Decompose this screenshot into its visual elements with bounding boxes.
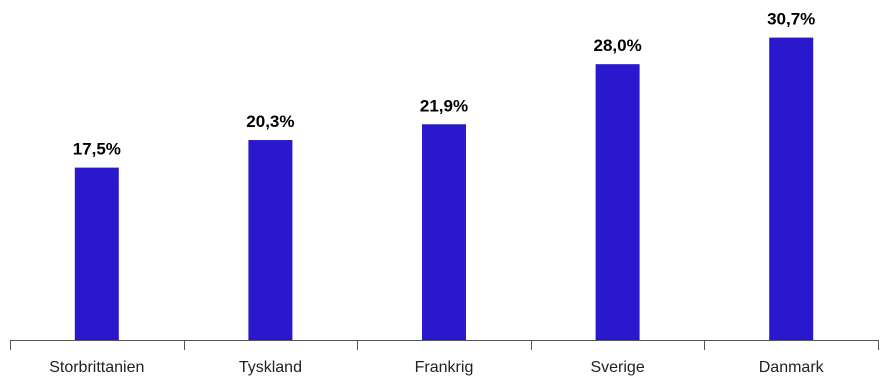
value-label-tyskland: 20,3%	[246, 112, 294, 131]
value-label-sverige: 28,0%	[593, 36, 641, 55]
value-label-danmark: 30,7%	[767, 10, 815, 29]
category-label-frankrig: Frankrig	[415, 359, 474, 376]
category-label-tyskland: Tyskland	[239, 359, 302, 376]
bar-storbrittanien	[74, 167, 119, 340]
value-label-frankrig: 21,9%	[420, 96, 468, 115]
value-label-storbrittanien: 17,5%	[73, 140, 121, 159]
x-axis-ticks-group	[10, 340, 879, 350]
value-labels-group: 17,5% 20,3% 21,9% 28,0% 30,7%	[73, 10, 816, 159]
bars-group	[74, 37, 814, 341]
category-label-danmark: Danmark	[759, 359, 825, 376]
bar-danmark	[769, 37, 814, 340]
category-label-storbrittanien: Storbrittanien	[49, 359, 144, 376]
category-label-sverige: Sverige	[590, 359, 644, 376]
bar-sverige	[595, 64, 640, 340]
category-labels-group: Storbrittanien Tyskland Frankrig Sverige Dan…	[49, 359, 824, 376]
bar-frankrig	[422, 124, 466, 341]
bar-tyskland	[248, 140, 293, 340]
